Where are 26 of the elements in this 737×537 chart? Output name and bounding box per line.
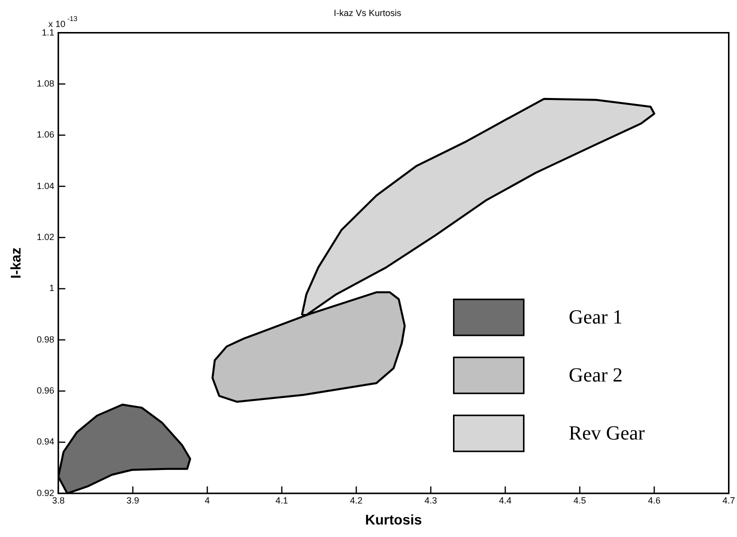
x-axis-title: Kurtosis — [365, 511, 422, 528]
x-tick-label: 4.6 — [648, 495, 661, 506]
x-tick-label: 3.8 — [52, 495, 65, 506]
x-tick-label: 4.4 — [499, 495, 512, 506]
y-tick-label: 0.96 — [36, 386, 54, 396]
legend-label: Rev Gear — [568, 422, 646, 445]
y-tick-label: 1.1 — [42, 27, 54, 38]
y-tick-label: 1.08 — [36, 78, 54, 88]
chart-title: I-kaz Vs Kurtosis — [334, 8, 402, 18]
y-tick-label: 0.94 — [36, 436, 54, 447]
x-tick-label: 4.2 — [350, 495, 363, 506]
legend-label: Gear 1 — [568, 306, 623, 329]
y-tick-label: 1.02 — [36, 232, 54, 242]
x-tick-label: 3.9 — [126, 495, 140, 506]
y-tick-label: 0.98 — [36, 334, 54, 344]
legend-label: Gear 2 — [568, 364, 623, 387]
x-tick-label: 4.3 — [424, 495, 438, 506]
x-tick-label: 4.7 — [722, 495, 735, 506]
x-tick-label: 4 — [204, 495, 210, 506]
y-tick-label: 1.06 — [36, 130, 54, 140]
y-axis-title: I-kaz — [7, 248, 24, 279]
y-tick-label: 1 — [49, 283, 54, 294]
y-tick-label: 1.04 — [36, 180, 54, 191]
y-tick-label: 0.92 — [36, 488, 54, 498]
x-tick-label: 4.5 — [574, 495, 586, 506]
x-tick-label: 4.1 — [276, 495, 288, 506]
